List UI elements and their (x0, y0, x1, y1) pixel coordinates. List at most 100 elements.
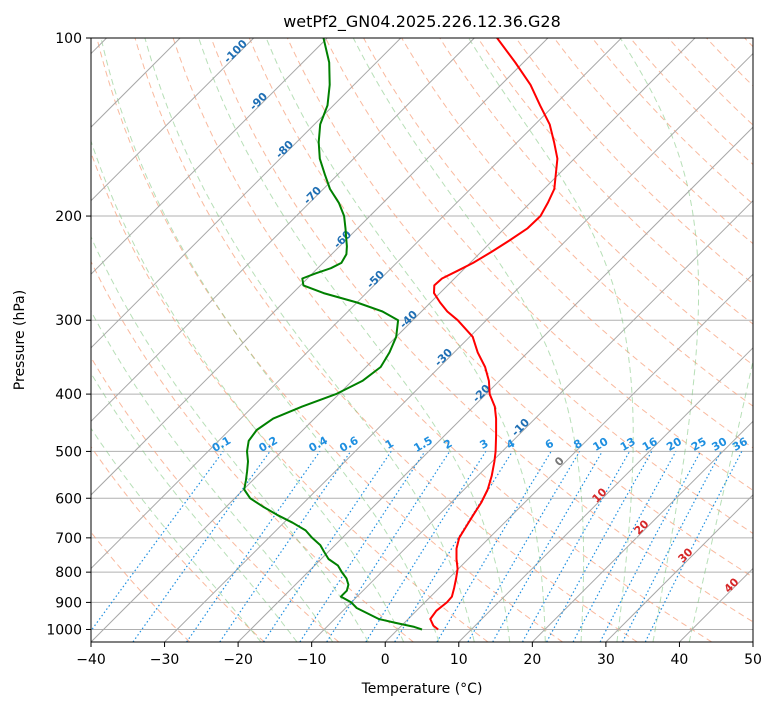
isotherm-line (605, 494, 753, 642)
x-tick-label: 30 (597, 652, 615, 668)
isotherm-label: -10 (509, 416, 532, 439)
moist-adiabat-line (91, 372, 298, 642)
x-tick-label: −40 (76, 652, 106, 668)
dry-adiabat-line (553, 38, 753, 245)
moist-adiabat-line (91, 427, 262, 642)
mixing-ratio-label: 3 (477, 437, 490, 452)
isotherm-line (237, 126, 753, 642)
isotherm-line (679, 567, 753, 642)
mixing-ratio-line (644, 451, 743, 642)
isotherm-label: 40 (722, 575, 742, 595)
mixing-ratio-line (467, 451, 581, 642)
isotherm-line (752, 641, 753, 642)
temperature-line (429, 38, 559, 631)
x-tick-label: 40 (671, 652, 689, 668)
mixing-ratio-line (132, 451, 271, 642)
isotherm-line (384, 273, 753, 642)
dry-adiabat-line (401, 38, 753, 407)
dry-adiabat-line (91, 531, 191, 642)
isotherm-line (91, 38, 549, 496)
isotherm-label: -70 (301, 184, 324, 207)
moist-adiabat-line (91, 139, 405, 642)
dry-adiabat-line (706, 38, 753, 87)
mixing-ratio-line (365, 451, 487, 642)
moist-adiabat-line (198, 38, 511, 642)
y-tick-label: 600 (55, 491, 82, 507)
dry-adiabat-line (91, 260, 414, 642)
dry-adiabat-line (134, 38, 638, 642)
x-tick-label: 50 (744, 652, 762, 668)
isotherm-label: -90 (247, 90, 270, 113)
mixing-ratio-line (394, 451, 513, 642)
dry-adiabat-line (591, 38, 753, 205)
dry-adiabat-line (325, 38, 753, 491)
moist-adiabat-line (619, 38, 700, 642)
isotherm-line (91, 38, 622, 570)
dry-adiabat-line (210, 38, 753, 623)
isotherm-line (91, 38, 255, 202)
isotherm-label: 30 (676, 545, 696, 565)
mixing-ratio-label: 2 (441, 437, 454, 452)
dry-adiabat-line (744, 38, 753, 48)
isotherm-label: -60 (331, 228, 354, 251)
x-tick-label: 20 (523, 652, 541, 668)
y-tick-label: 500 (55, 444, 82, 460)
mixing-ratio-line (436, 451, 552, 642)
y-tick-label: 1000 (46, 622, 82, 638)
isotherm-label: -100 (221, 37, 250, 66)
dry-adiabat-line (629, 38, 753, 166)
isotherm-line (91, 38, 402, 349)
mixing-ratio-line (521, 451, 631, 642)
isotherm-label: -30 (432, 346, 455, 369)
y-tick-label: 700 (55, 531, 82, 547)
moist-adiabat-line (688, 358, 753, 642)
mixing-ratio-line (219, 451, 352, 642)
chart-title: wetPf2_GN04.2025.226.12.36.G28 (283, 12, 561, 32)
y-tick-label: 900 (55, 595, 82, 611)
x-axis-label: Temperature (°C) (361, 681, 483, 697)
dry-adiabat-line (91, 445, 265, 642)
x-tick-label: 0 (381, 652, 390, 668)
mixing-ratio-label: 6 (543, 437, 556, 452)
mixing-ratio-line (492, 451, 603, 642)
moist-adiabat-line (91, 310, 334, 642)
y-axis-label: Pressure (hPa) (12, 290, 28, 390)
x-tick-label: −30 (150, 652, 180, 668)
isotherm-line (91, 38, 475, 423)
moist-adiabat-line (91, 235, 369, 642)
mixing-ratio-line (326, 451, 451, 642)
mixing-ratio-line (91, 451, 224, 632)
isotherm-line (531, 420, 753, 642)
isotherm-line (91, 38, 696, 642)
mixing-ratio-line (572, 451, 677, 642)
dry-adiabat-line (515, 38, 753, 285)
isotherm-label: 20 (632, 517, 652, 537)
mixing-ratio-line (299, 451, 426, 642)
mixing-ratio-line (546, 451, 653, 642)
dry-adiabat-line (248, 38, 753, 578)
isotherm-label: 10 (590, 485, 610, 505)
isotherm-line (164, 52, 753, 642)
dry-adiabat-line (172, 38, 713, 642)
dry-adiabat-line (477, 38, 753, 325)
plot-frame (90, 37, 754, 643)
mixing-ratio-label: 4 (504, 437, 517, 452)
isotherm-label: -40 (397, 308, 420, 331)
dewpoint-line (243, 38, 423, 631)
moist-adiabat-line (265, 38, 546, 642)
y-axis: 100 200 300 400 500 600 700 800 900 1000 (46, 31, 91, 638)
x-tick-label: −10 (297, 652, 327, 668)
dry-adiabat-line (286, 38, 753, 535)
isotherm-line (311, 199, 753, 642)
mixing-ratio-line (262, 451, 392, 642)
y-tick-label: 100 (55, 31, 82, 47)
y-tick-label: 300 (55, 313, 82, 329)
x-tick-label: 10 (450, 652, 468, 668)
dry-adiabat-line (91, 151, 489, 642)
y-tick-label: 200 (55, 209, 82, 225)
y-tick-label: 400 (55, 387, 82, 403)
x-axis: −40 −30 −20 −10 0 10 20 30 40 50 (76, 642, 762, 668)
isotherm-label: -80 (273, 138, 296, 161)
plot-area: 0.1 0.2 0.4 0.6 1 1.5 2 3 4 6 8 10 13 16 20 25 30 36-100-… (91, 37, 753, 642)
